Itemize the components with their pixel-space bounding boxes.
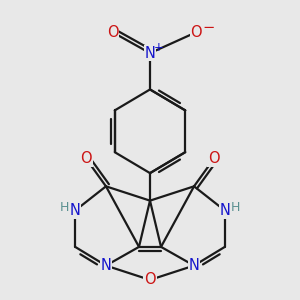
Text: N: N <box>70 203 81 218</box>
Text: O: O <box>80 151 92 166</box>
Text: H: H <box>231 201 240 214</box>
Text: +: + <box>153 41 163 54</box>
Text: −: − <box>203 20 215 35</box>
Text: N: N <box>145 46 155 61</box>
Text: O: O <box>208 151 220 166</box>
Text: N: N <box>100 258 111 273</box>
Text: O: O <box>107 25 118 40</box>
Text: H: H <box>60 201 69 214</box>
Text: N: N <box>219 203 230 218</box>
Text: N: N <box>189 258 200 273</box>
Text: O: O <box>190 25 202 40</box>
Text: O: O <box>144 272 156 287</box>
